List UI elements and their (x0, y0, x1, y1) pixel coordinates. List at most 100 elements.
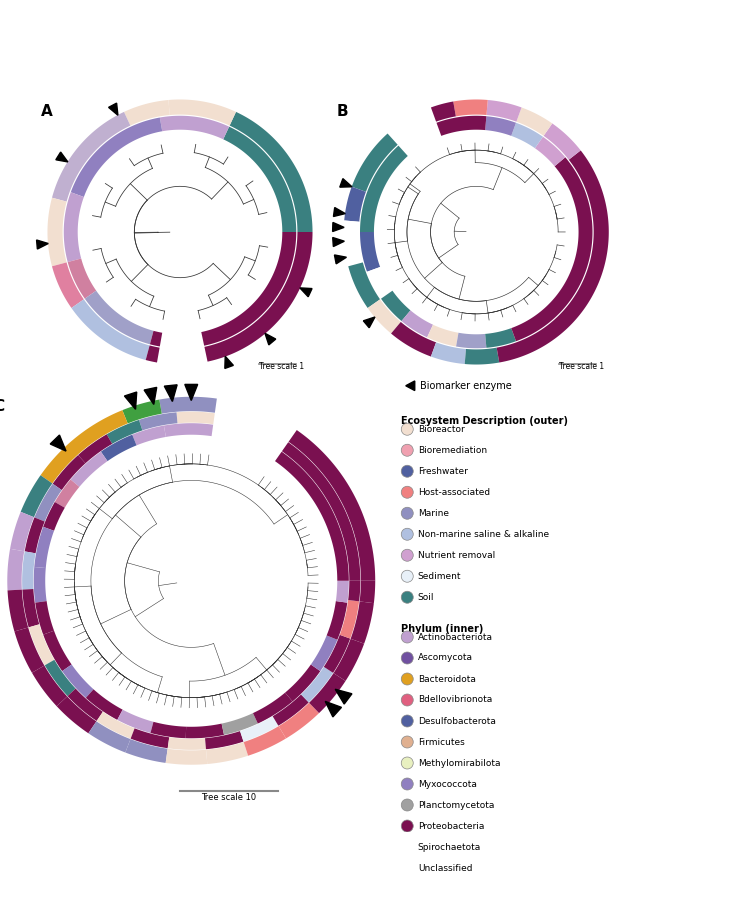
Polygon shape (436, 116, 487, 136)
Circle shape (401, 486, 413, 498)
Polygon shape (21, 475, 53, 517)
Text: Sediment: Sediment (418, 572, 461, 580)
Polygon shape (64, 192, 84, 262)
Polygon shape (368, 300, 400, 334)
Polygon shape (205, 731, 244, 749)
Text: Methylomirabilota: Methylomirabilota (418, 759, 500, 768)
Polygon shape (164, 423, 213, 437)
Text: Desulfobacterota: Desulfobacterota (418, 717, 496, 726)
Text: Bdellovibrionota: Bdellovibrionota (418, 696, 492, 705)
Text: Myxococcota: Myxococcota (418, 780, 477, 789)
Polygon shape (309, 673, 346, 713)
Circle shape (401, 862, 413, 874)
Circle shape (401, 778, 413, 790)
Polygon shape (485, 328, 516, 348)
Polygon shape (124, 392, 136, 409)
Polygon shape (164, 385, 177, 401)
Polygon shape (544, 123, 580, 160)
Polygon shape (37, 240, 48, 249)
Polygon shape (301, 667, 333, 702)
Circle shape (401, 736, 413, 748)
Polygon shape (159, 397, 217, 414)
Polygon shape (78, 434, 112, 463)
Circle shape (401, 841, 413, 853)
Polygon shape (381, 291, 410, 321)
Polygon shape (176, 411, 214, 424)
Polygon shape (332, 222, 344, 231)
Circle shape (401, 591, 413, 603)
Polygon shape (186, 724, 224, 739)
Polygon shape (240, 717, 278, 741)
Polygon shape (487, 100, 521, 122)
Polygon shape (334, 255, 346, 264)
Polygon shape (22, 551, 35, 590)
Polygon shape (32, 665, 68, 707)
Polygon shape (275, 452, 349, 580)
Polygon shape (8, 590, 28, 632)
Circle shape (401, 570, 413, 582)
Polygon shape (221, 713, 258, 735)
Polygon shape (14, 628, 44, 673)
Polygon shape (310, 635, 338, 671)
Polygon shape (205, 232, 313, 362)
Polygon shape (70, 452, 107, 487)
Polygon shape (56, 152, 68, 162)
Polygon shape (132, 426, 166, 445)
Circle shape (401, 799, 413, 811)
Polygon shape (139, 412, 178, 430)
Polygon shape (431, 343, 466, 364)
Polygon shape (45, 660, 76, 696)
Circle shape (401, 465, 413, 477)
Text: Bioremediation: Bioremediation (418, 446, 487, 455)
Polygon shape (512, 232, 592, 341)
Circle shape (401, 528, 413, 540)
Polygon shape (10, 512, 34, 551)
Polygon shape (363, 317, 375, 328)
Polygon shape (348, 580, 360, 601)
Polygon shape (352, 133, 398, 192)
Polygon shape (88, 721, 130, 752)
Polygon shape (351, 601, 374, 643)
Polygon shape (206, 742, 248, 764)
Circle shape (401, 673, 413, 685)
Polygon shape (150, 331, 162, 346)
Polygon shape (324, 635, 350, 673)
Text: Tree scale 10: Tree scale 10 (201, 792, 256, 802)
Polygon shape (344, 186, 366, 222)
Polygon shape (50, 435, 66, 452)
Polygon shape (401, 311, 433, 337)
Polygon shape (327, 601, 347, 640)
Polygon shape (144, 388, 157, 404)
Polygon shape (100, 435, 136, 462)
Polygon shape (300, 288, 312, 297)
Polygon shape (344, 220, 363, 266)
Text: Bacteroidota: Bacteroidota (418, 675, 476, 684)
Polygon shape (160, 116, 230, 139)
Text: Spirochaetota: Spirochaetota (418, 843, 481, 852)
Text: Host-associated: Host-associated (418, 488, 490, 496)
Polygon shape (70, 118, 162, 197)
Polygon shape (22, 589, 39, 627)
Circle shape (401, 652, 413, 664)
Polygon shape (326, 701, 341, 717)
Text: Actinobacteriota: Actinobacteriota (418, 632, 493, 642)
Polygon shape (40, 410, 128, 484)
Polygon shape (334, 639, 364, 681)
Polygon shape (517, 108, 552, 136)
Polygon shape (52, 262, 84, 308)
Text: Planctomycetota: Planctomycetota (418, 801, 494, 810)
Polygon shape (273, 695, 309, 726)
Polygon shape (25, 517, 45, 553)
Polygon shape (289, 430, 375, 580)
Polygon shape (55, 480, 80, 508)
Text: Ascomycota: Ascomycota (418, 654, 472, 663)
Polygon shape (35, 601, 54, 634)
Polygon shape (57, 696, 97, 733)
Polygon shape (359, 580, 375, 603)
Polygon shape (512, 122, 543, 148)
Polygon shape (348, 262, 380, 308)
Text: Biomarker enzyme: Biomarker enzyme (420, 381, 512, 391)
Polygon shape (431, 101, 456, 122)
Text: Non-marine saline & alkaline: Non-marine saline & alkaline (418, 530, 549, 538)
Polygon shape (68, 259, 96, 299)
